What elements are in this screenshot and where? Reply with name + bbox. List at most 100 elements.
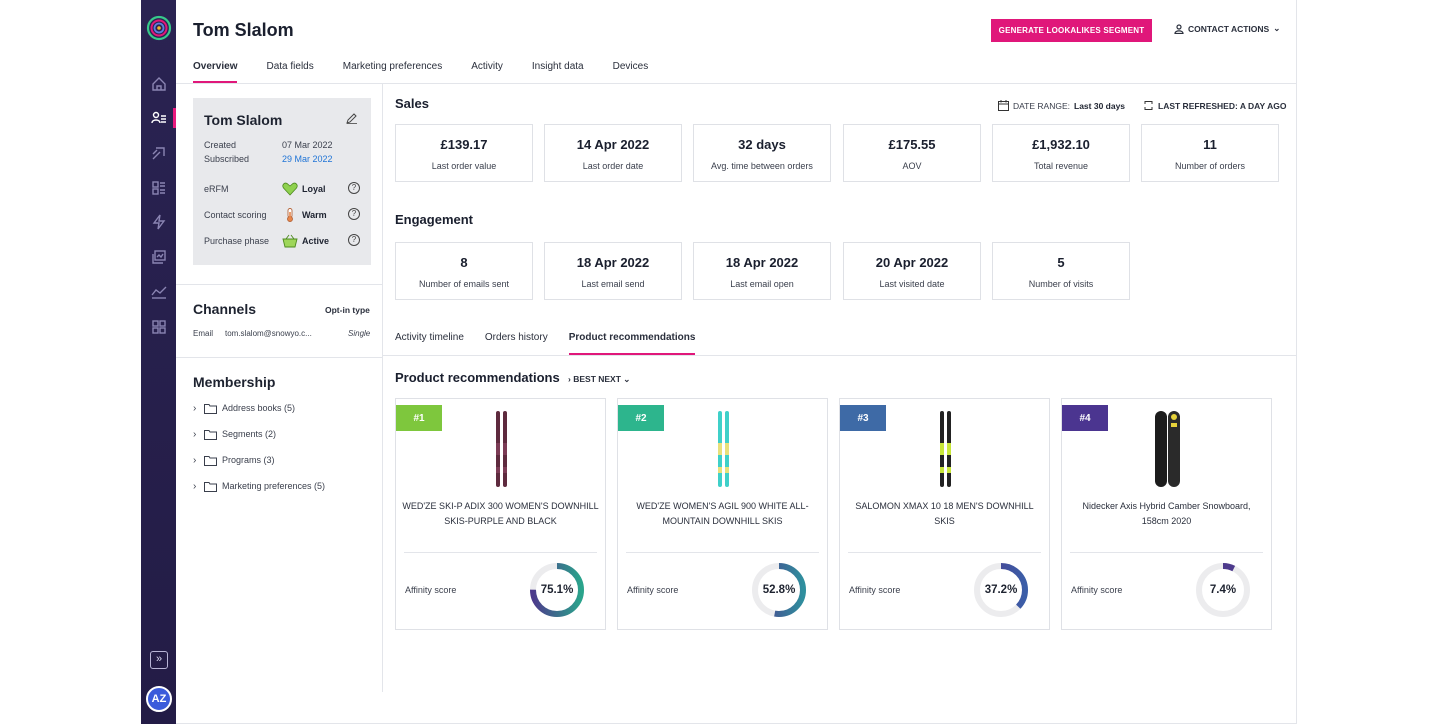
- affinity-value: 75.1%: [540, 584, 574, 596]
- subscribed-label: Subscribed: [204, 154, 250, 164]
- membership-item-label: Segments (2): [222, 429, 277, 439]
- home-icon: [151, 77, 166, 91]
- engagement-stat-card: 5 Number of visits: [992, 242, 1130, 300]
- date-range-selector[interactable]: DATE RANGE: Last 30 days: [998, 100, 1125, 111]
- tab-devices[interactable]: Devices: [612, 61, 649, 72]
- affinity-value: 52.8%: [762, 584, 796, 596]
- product-card[interactable]: #2 WED'ZE WOMEN'S AGIL 900 WHITE ALL-MOUN…: [617, 398, 828, 630]
- stat-value: 14 Apr 2022: [576, 137, 650, 152]
- section-divider: [176, 284, 382, 285]
- expand-rail-button[interactable]: »: [150, 651, 168, 669]
- home-nav-button[interactable]: [141, 70, 176, 98]
- product-card[interactable]: #4 Nidecker Axis Hybrid Camber Snowboard,…: [1061, 398, 1272, 630]
- automation-nav-button[interactable]: [141, 208, 176, 236]
- membership-item-segments[interactable]: › Segments (2): [193, 427, 276, 441]
- card-divider: [626, 552, 819, 553]
- membership-item-marketing-preferences[interactable]: › Marketing preferences (5): [193, 479, 325, 493]
- tab-activity-timeline[interactable]: Activity timeline: [395, 332, 464, 343]
- stat-label: AOV: [902, 161, 922, 171]
- strategy-dropdown[interactable]: › BEST NEXT ⌄: [568, 374, 630, 385]
- stat-value: 5: [1057, 255, 1065, 270]
- stat-value: £139.17: [440, 137, 488, 152]
- stat-value: 32 days: [738, 137, 786, 152]
- product-card[interactable]: #3 SALOMON XMAX 10 18 MEN'S DOWNHILL SKIS…: [839, 398, 1050, 630]
- contacts-nav-button[interactable]: [141, 104, 176, 132]
- sales-stat-card: 32 days Avg. time between orders: [693, 124, 831, 182]
- tab-product-recommendations[interactable]: Product recommendations: [568, 332, 695, 355]
- chevron-right-icon: ›: [193, 480, 197, 492]
- affinity-donut: [974, 563, 1028, 617]
- skis-image: [940, 411, 951, 487]
- subscribed-value[interactable]: 29 Mar 2022: [282, 154, 333, 164]
- stat-label: Number of orders: [1174, 161, 1246, 171]
- sales-stat-card: £175.55 AOV: [843, 124, 981, 182]
- help-icon[interactable]: ?: [348, 208, 360, 220]
- app-logo-icon[interactable]: [146, 15, 172, 41]
- product-name[interactable]: WED'ZE SKI-P ADIX 300 WOMEN'S DOWNHILL S…: [402, 501, 599, 526]
- analytics-nav-button[interactable]: [141, 278, 176, 306]
- affinity-donut: [752, 563, 806, 617]
- apps-nav-button[interactable]: [141, 313, 176, 341]
- chevron-right-icon: ›: [193, 454, 197, 466]
- card-divider: [404, 552, 597, 553]
- campaigns-icon: [152, 147, 165, 160]
- nav-rail: » AZ: [141, 0, 176, 724]
- campaigns-nav-button[interactable]: [141, 139, 176, 167]
- chevron-down-icon: ⌄: [623, 374, 631, 384]
- stat-label: Last order date: [582, 161, 644, 171]
- pages-nav-button[interactable]: [141, 243, 176, 271]
- purchase-phase-label: Purchase phase: [204, 236, 270, 246]
- engagement-stat-card: 8 Number of emails sent: [395, 242, 533, 300]
- tab-data-fields[interactable]: Data fields: [266, 61, 314, 72]
- calendar-icon: [998, 100, 1009, 111]
- rank-badge: #3: [840, 405, 886, 431]
- contact-scoring-value: Warm: [302, 210, 327, 220]
- folder-icon: [204, 481, 217, 492]
- generate-lookalikes-button[interactable]: GENERATE LOOKALIKES SEGMENT: [991, 19, 1152, 42]
- date-range-label: DATE RANGE:: [1013, 100, 1070, 111]
- tab-insight-data[interactable]: Insight data: [531, 61, 584, 72]
- erfm-row: eRFM Loyal ?: [204, 182, 364, 196]
- help-icon[interactable]: ?: [348, 182, 360, 194]
- membership-item-programs[interactable]: › Programs (3): [193, 453, 275, 467]
- page-title: Tom Slalom: [193, 20, 294, 40]
- skis-image: [718, 411, 729, 487]
- sales-stat-card: 14 Apr 2022 Last order date: [544, 124, 682, 182]
- stat-label: Avg. time between orders: [711, 161, 813, 171]
- contact-actions-dropdown[interactable]: CONTACT ACTIONS ⌄: [1174, 23, 1280, 34]
- recommendations-title: Product recommendations: [395, 370, 560, 385]
- tab-orders-history[interactable]: Orders history: [484, 332, 548, 343]
- membership-item-address-books[interactable]: › Address books (5): [193, 401, 295, 415]
- tab-marketing-preferences[interactable]: Marketing preferences: [342, 61, 443, 72]
- stat-label: Total revenue: [1033, 161, 1089, 171]
- section-divider: [176, 357, 382, 358]
- card-divider: [1070, 552, 1263, 553]
- product-name[interactable]: SALOMON XMAX 10 18 MEN'S DOWNHILL SKIS: [855, 501, 1034, 526]
- refresh-button[interactable]: LAST REFRESHED: A DAY AGO: [1143, 100, 1286, 111]
- tab-overview[interactable]: Overview: [193, 61, 238, 83]
- user-icon: [1174, 23, 1184, 34]
- stat-label: Last order value: [431, 161, 497, 171]
- strategy-label: BEST NEXT: [573, 374, 621, 384]
- heart-icon: [282, 182, 298, 196]
- stat-label: Number of visits: [1028, 279, 1094, 289]
- user-avatar[interactable]: AZ: [146, 686, 172, 712]
- stat-value: 18 Apr 2022: [725, 255, 799, 270]
- email-channel-label: Email: [193, 329, 214, 338]
- stat-value: 18 Apr 2022: [576, 255, 650, 270]
- edit-pencil-icon[interactable]: [346, 112, 358, 124]
- email-address-value: tom.slalom@snowyo.c...: [225, 329, 312, 338]
- contact-name: Tom Slalom: [204, 112, 283, 128]
- product-name[interactable]: Nidecker Axis Hybrid Camber Snowboard, 1…: [1082, 501, 1251, 526]
- content-nav-button[interactable]: [141, 174, 176, 202]
- product-card[interactable]: #1 WED'ZE SKI-P ADIX 300 WOMEN'S DOWNHILL…: [395, 398, 606, 630]
- rank-badge: #2: [618, 405, 664, 431]
- rank-badge: #1: [396, 405, 442, 431]
- chevron-down-icon: ⌄: [1273, 23, 1281, 33]
- tab-activity[interactable]: Activity: [471, 61, 503, 72]
- product-name[interactable]: WED'ZE WOMEN'S AGIL 900 WHITE ALL-MOUNTA…: [636, 501, 809, 526]
- help-icon[interactable]: ?: [348, 234, 360, 246]
- column-divider: [382, 84, 383, 692]
- folder-icon: [204, 429, 217, 440]
- created-value: 07 Mar 2022: [282, 140, 333, 150]
